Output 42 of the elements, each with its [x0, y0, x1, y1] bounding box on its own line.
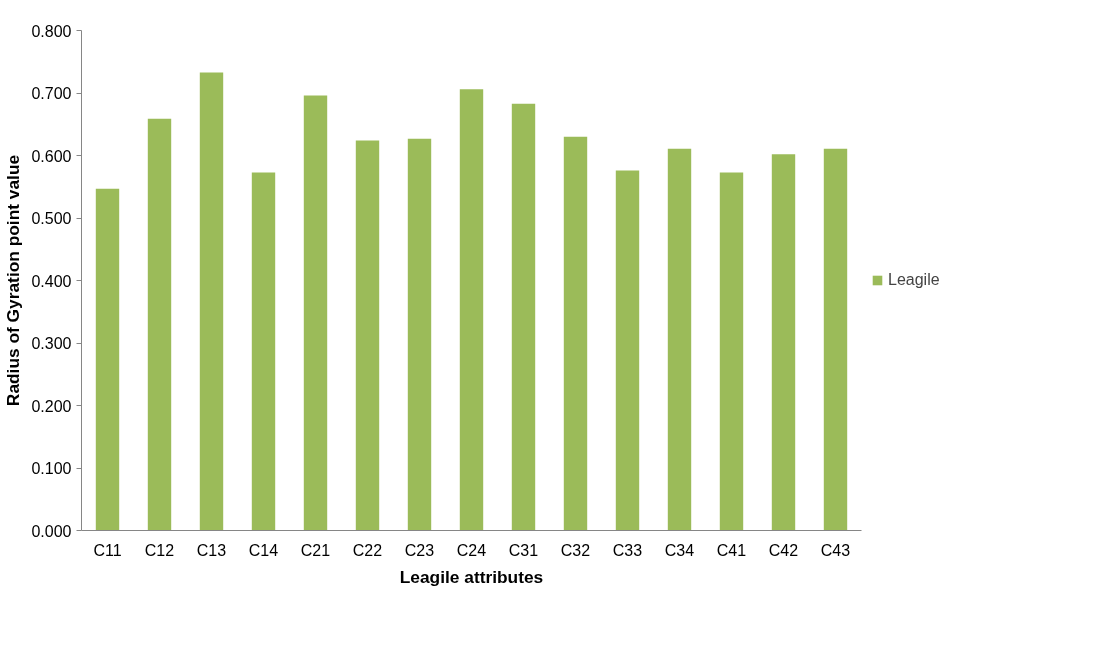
x-tick-label: C22: [352, 541, 383, 559]
x-tick-label: C23: [404, 541, 435, 559]
bar: [303, 95, 328, 531]
bar: [355, 140, 380, 531]
x-tick-label: C12: [144, 541, 175, 559]
y-tick-label: 0.800: [31, 22, 72, 40]
x-tick-label: C31: [508, 541, 539, 559]
y-tick-label: 0.400: [31, 272, 72, 290]
y-axis-title: Radius of Gyration point value: [3, 154, 24, 407]
x-tick-label: C13: [196, 541, 227, 559]
x-tick-label: C41: [716, 541, 747, 559]
bar: [667, 148, 692, 531]
y-tick-label: 0.000: [31, 522, 72, 540]
x-axis-title: Leagile attributes: [399, 566, 544, 587]
legend-label: Leagile: [888, 271, 940, 289]
x-tick-label: C43: [820, 541, 851, 559]
bar: [823, 148, 848, 531]
bar: [199, 72, 224, 531]
x-tick-label: C11: [93, 541, 122, 559]
bar: [459, 89, 484, 531]
y-tick-label: 0.700: [31, 85, 72, 102]
bar: [95, 188, 120, 531]
bar: [511, 103, 536, 531]
bar: [719, 172, 744, 531]
x-tick-label: C14: [248, 541, 279, 559]
x-tick-label: C32: [560, 541, 591, 559]
y-tick-label: 0.600: [31, 147, 72, 165]
y-tick-label: 0.100: [31, 460, 72, 477]
x-tick-label: C33: [612, 541, 643, 559]
bar: [147, 118, 172, 531]
bar: [615, 170, 640, 531]
bar: [771, 154, 796, 531]
y-tick-label: 0.300: [31, 335, 72, 352]
bar: [407, 138, 432, 531]
x-tick-label: C21: [300, 541, 331, 559]
x-tick-label: C34: [664, 541, 695, 559]
y-tick-label: 0.200: [31, 397, 72, 415]
bar: [251, 172, 276, 531]
bar: [563, 136, 588, 531]
y-tick-label: 0.500: [31, 210, 72, 227]
x-tick-label: C24: [456, 541, 487, 559]
x-tick-label: C42: [768, 541, 799, 559]
